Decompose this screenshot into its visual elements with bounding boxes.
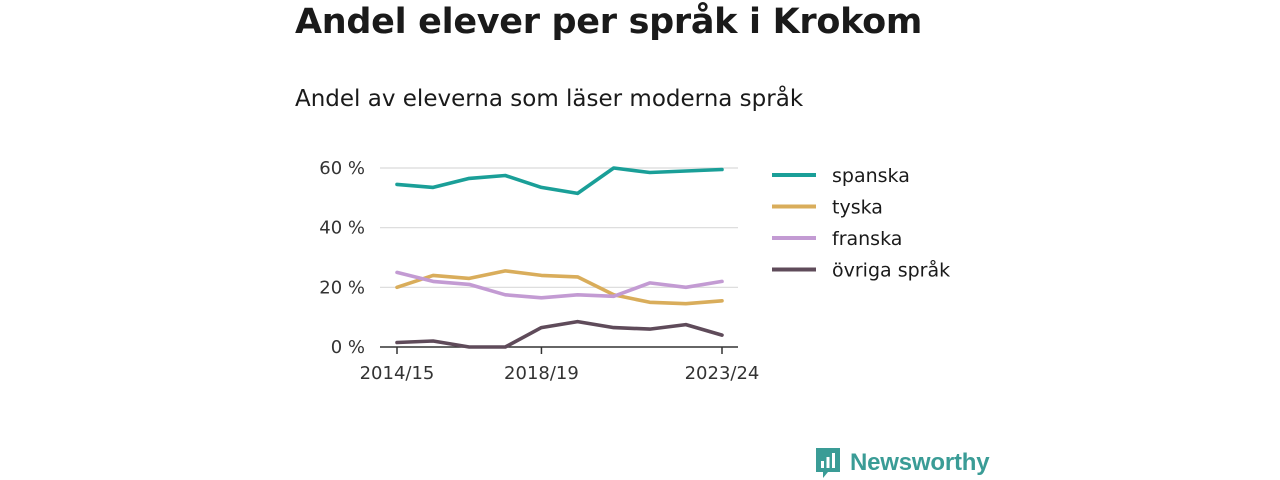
chart-title: Andel elever per språk i Krokom (295, 2, 923, 42)
y-tick-label: 0 % (331, 337, 365, 358)
series-lines (395, 166, 724, 349)
legend-label: tyska (832, 197, 883, 219)
y-tick-label: 20 % (319, 277, 365, 298)
x-tick-label: 2018/19 (504, 363, 579, 384)
legend-label: spanska (832, 165, 910, 187)
series-line-franska (395, 270, 724, 300)
chart-subtitle: Andel av eleverna som läser moderna språ… (295, 86, 804, 112)
legend-label: franska (832, 228, 902, 250)
y-axis: 0 % 20 % 40 % 60 % (319, 158, 365, 358)
legend: spanska tyska franska övriga språk (772, 165, 950, 282)
y-tick-label: 40 % (319, 218, 365, 239)
brand-name: Newsworthy (850, 449, 990, 476)
x-tick-label: 2014/15 (360, 363, 435, 384)
y-tick-label: 60 % (319, 158, 365, 179)
x-axis: 2014/15 2018/19 2023/24 (360, 346, 760, 384)
series-line-tyska (395, 269, 724, 306)
newsworthy-logo: Newsworthy (814, 446, 990, 480)
legend-label: övriga språk (832, 259, 950, 282)
series-line-övriga-språk (395, 319, 724, 349)
x-tick-label: 2023/24 (685, 363, 760, 384)
series-line-spanska (395, 166, 724, 196)
bar-chart-speech-bubble-icon (816, 448, 840, 478)
